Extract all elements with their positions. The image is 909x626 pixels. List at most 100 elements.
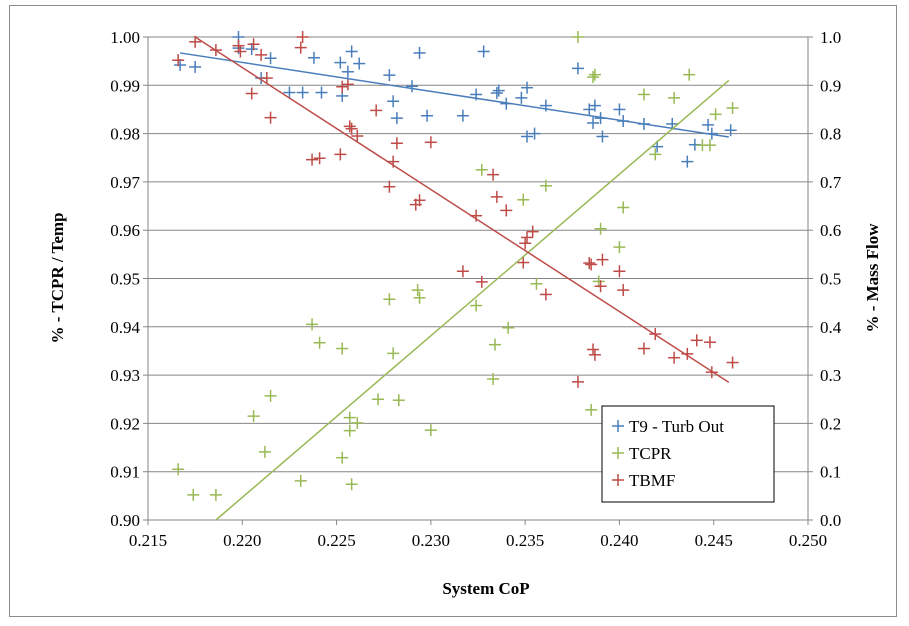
- left-y-tick-label: 0.90: [110, 511, 140, 530]
- data-point-tcpr: [413, 291, 426, 304]
- right-y-tick-label: 1.0: [820, 28, 841, 47]
- data-point-tbmf: [351, 130, 364, 143]
- data-point-tbmf: [588, 348, 601, 361]
- data-point-t9-turb-out: [528, 127, 541, 140]
- data-point-tcpr: [592, 275, 605, 288]
- data-point-tcpr: [258, 445, 271, 458]
- data-point-tbmf: [681, 347, 694, 360]
- data-point-tbmf: [613, 265, 626, 278]
- data-point-t9-turb-out: [189, 60, 202, 73]
- left-y-tick-label: 0.95: [110, 270, 140, 289]
- x-tick-label: 0.250: [789, 531, 827, 550]
- data-point-tbmf: [617, 284, 630, 297]
- data-point-tcpr: [336, 451, 349, 464]
- data-point-t9-turb-out: [296, 86, 309, 99]
- data-point-t9-turb-out: [341, 65, 354, 78]
- data-point-t9-turb-out: [492, 84, 505, 97]
- data-point-tbmf: [587, 343, 600, 356]
- right-y-tick-label: 0.6: [820, 221, 841, 240]
- data-point-tbmf: [264, 111, 277, 124]
- data-point-tcpr: [336, 342, 349, 355]
- data-point-t9-turb-out: [390, 112, 403, 125]
- right-y-tick-label: 0.5: [820, 270, 841, 289]
- left-y-tick-label: 0.91: [110, 463, 140, 482]
- legend-marker-tcpr: [612, 447, 624, 459]
- right-y-tick-label: 0.7: [820, 173, 842, 192]
- data-point-tcpr: [530, 277, 543, 290]
- x-tick-label: 0.245: [695, 531, 733, 550]
- x-tick-label: 0.235: [506, 531, 544, 550]
- data-point-tcpr: [502, 321, 515, 334]
- data-point-tbmf: [294, 41, 307, 54]
- legend-box: [601, 405, 775, 503]
- x-tick-labels: 0.215 0.220 0.225 0.230 0.235 0.240 0.245 0.250: [129, 531, 827, 550]
- data-point-tcpr: [594, 222, 607, 235]
- data-point-tbmf: [247, 38, 260, 51]
- x-tick-label: 0.225: [317, 531, 355, 550]
- data-point-t9-turb-out: [353, 57, 366, 70]
- data-point-tbmf: [668, 351, 681, 364]
- chart-area: [9, 5, 897, 617]
- data-point-t9-turb-out: [406, 80, 418, 93]
- data-point-tcpr: [470, 299, 483, 312]
- right-y-tick-label: 0.2: [820, 414, 841, 433]
- data-point-tbmf: [637, 342, 650, 355]
- left-y-tick-label: 0.94: [110, 318, 140, 337]
- data-point-tbmf: [296, 31, 309, 43]
- data-point-t9-turb-out: [245, 43, 258, 56]
- data-point-tbmf: [487, 168, 500, 181]
- data-point-t9-turb-out: [588, 99, 601, 112]
- data-point-tcpr: [571, 31, 584, 43]
- trendline-tbmf: [194, 36, 730, 383]
- left-y-tick-label: 0.92: [110, 414, 140, 433]
- data-point-tcpr: [209, 488, 222, 501]
- data-point-tbmf: [571, 375, 584, 388]
- data-point-tbmf: [521, 231, 534, 244]
- data-point-t9-turb-out: [174, 59, 187, 72]
- left-y-tick-label: 0.98: [110, 125, 140, 144]
- data-point-tbmf: [383, 180, 396, 193]
- data-point-tcpr: [475, 163, 488, 176]
- data-point-tbmf: [519, 237, 532, 250]
- series-t9-turb-out: [174, 31, 737, 168]
- data-point-tbmf: [306, 153, 319, 166]
- data-point-tbmf: [456, 265, 469, 278]
- data-point-t9-turb-out: [596, 130, 609, 143]
- data-point-tcpr: [172, 463, 185, 476]
- data-point-tbmf: [232, 39, 245, 52]
- right-y-tick-label: 0.0: [820, 511, 841, 530]
- trendlines: [179, 36, 730, 521]
- data-point-tcpr: [649, 148, 662, 161]
- data-point-t9-turb-out: [421, 109, 434, 122]
- data-point-tbmf: [526, 225, 539, 238]
- data-point-tbmf: [413, 194, 426, 207]
- legend-label-t9-turb-out: T9 - Turb Out: [629, 417, 724, 436]
- legend-label-tbmf: TBMF: [629, 471, 675, 490]
- data-point-tbmf: [313, 152, 326, 165]
- data-point-t9-turb-out: [334, 56, 347, 69]
- data-point-tcpr: [709, 108, 722, 121]
- data-point-tbmf: [475, 275, 488, 288]
- data-point-tcpr: [351, 416, 364, 429]
- data-point-t9-turb-out: [702, 118, 715, 131]
- legend-marker-t9-turb-out: [612, 420, 624, 432]
- data-point-tcpr: [264, 389, 277, 402]
- right-y-tick-label: 0.1: [820, 463, 841, 482]
- x-tick-label: 0.220: [223, 531, 261, 550]
- data-point-tcpr: [517, 193, 530, 206]
- x-axis-label: System CoP: [442, 579, 529, 598]
- data-point-tcpr: [383, 293, 396, 306]
- data-point-tcpr: [313, 336, 326, 349]
- data-point-t9-turb-out: [477, 45, 490, 58]
- data-point-tbmf: [594, 280, 607, 293]
- data-point-tcpr: [488, 338, 501, 351]
- data-point-t9-turb-out: [521, 81, 534, 94]
- data-point-tcpr: [411, 284, 424, 297]
- data-point-t9-turb-out: [490, 87, 503, 100]
- data-point-t9-turb-out: [413, 46, 426, 59]
- data-point-t9-turb-out: [515, 91, 528, 104]
- x-tick-label: 0.240: [600, 531, 638, 550]
- data-point-tcpr: [487, 372, 500, 385]
- left-y-tick-label: 0.99: [110, 76, 140, 95]
